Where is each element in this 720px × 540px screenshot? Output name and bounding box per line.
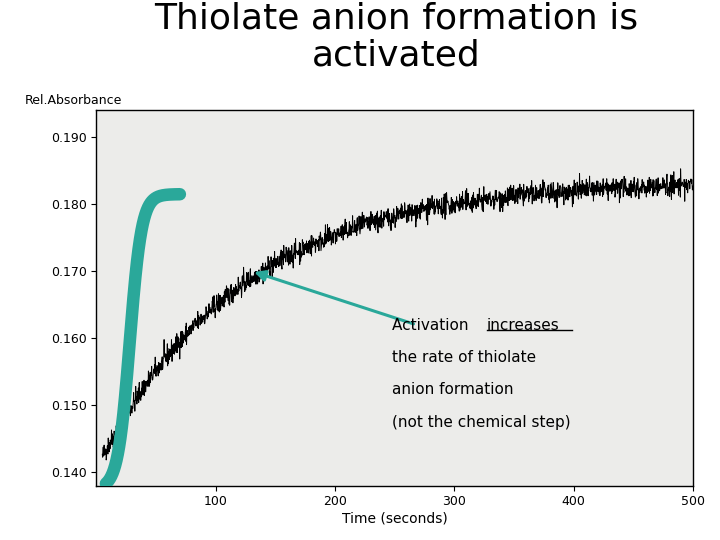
- Text: (not the chemical step): (not the chemical step): [392, 415, 571, 429]
- Text: increases: increases: [487, 318, 559, 333]
- Text: Rel.Absorbance: Rel.Absorbance: [24, 94, 122, 107]
- Text: Thiolate anion formation is: Thiolate anion formation is: [154, 1, 638, 35]
- Text: the rate of thiolate: the rate of thiolate: [392, 350, 536, 365]
- Text: activated: activated: [312, 39, 480, 73]
- X-axis label: Time (seconds): Time (seconds): [342, 511, 448, 525]
- Text: Activation: Activation: [392, 318, 474, 333]
- Text: anion formation: anion formation: [392, 382, 514, 397]
